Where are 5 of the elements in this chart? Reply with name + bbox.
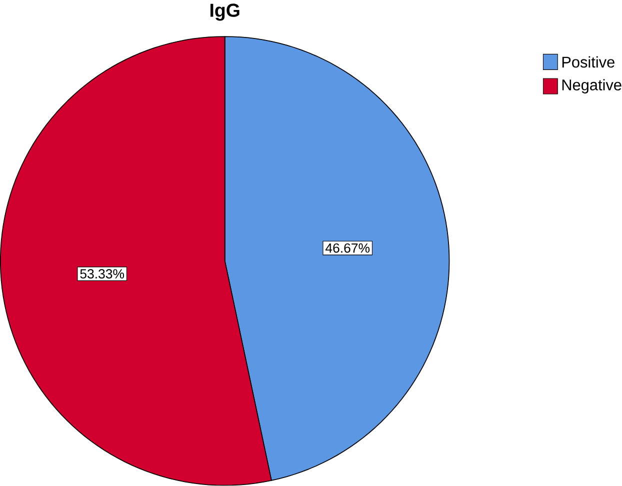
- legend-label: Positive: [562, 56, 614, 68]
- chart-title: IgG: [210, 4, 240, 21]
- legend-label: Negative: [562, 79, 622, 94]
- data-label: 46.67%: [326, 243, 370, 253]
- data-label: 53.33%: [80, 269, 124, 279]
